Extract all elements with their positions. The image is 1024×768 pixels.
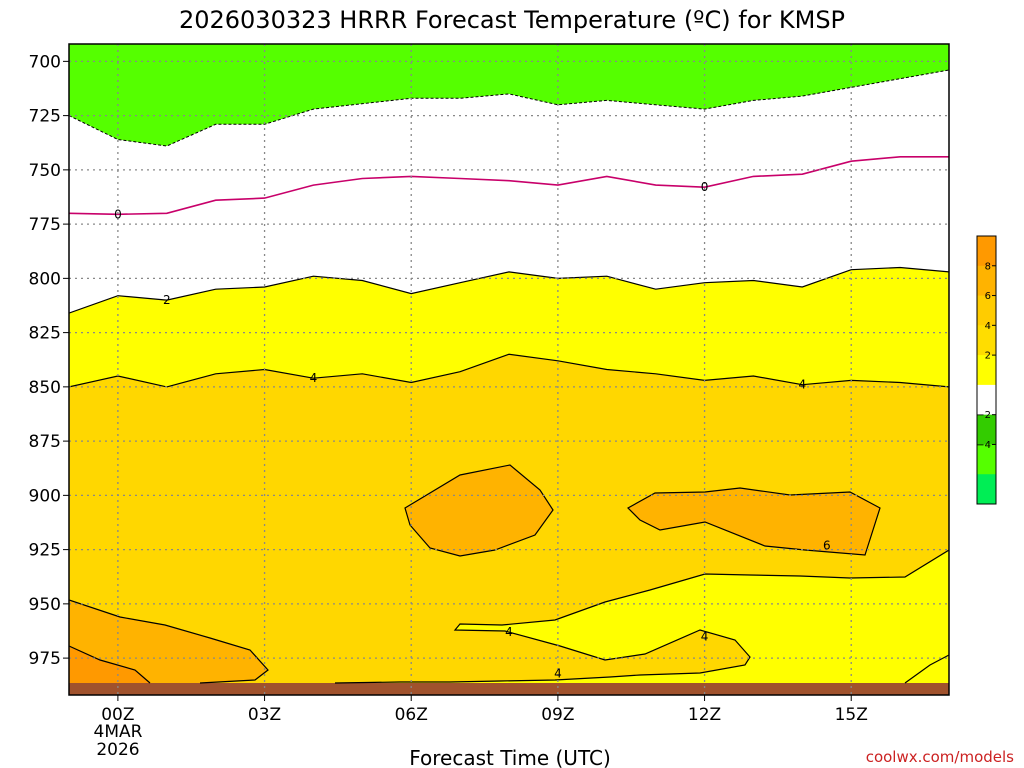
contour-label-7: 4 (701, 629, 709, 643)
contour-line-6-cell-b (627, 487, 881, 556)
y-tick-label-4: 800 (29, 269, 61, 289)
colorbar-label-3: 2 (985, 351, 991, 362)
y-tick-label-2: 750 (29, 161, 61, 181)
contour-line-4-right-edge (904, 654, 949, 684)
x-tick-label-3: 09Z (541, 705, 574, 725)
colorbar: 8 6 4 2 −2 −4 (976, 235, 997, 505)
contour-line-8 (69, 645, 151, 684)
colorbar-label-4: −2 (976, 410, 991, 421)
colorbar-label-5: −4 (976, 440, 991, 451)
contour-label-5: 6 (823, 538, 831, 552)
colorbar-swatch-5 (977, 384, 996, 416)
x-axis-date-day: 4MAR (94, 722, 143, 742)
colorbar-swatch-4 (977, 355, 996, 386)
y-tick-label-6: 850 (29, 378, 61, 398)
band-2-to-4-lower (335, 550, 949, 683)
colorbar-swatch-0 (977, 236, 996, 267)
colorbar-label-0: 8 (985, 261, 991, 272)
contour-fills (69, 44, 949, 695)
site-credit: coolwx.com/models (866, 748, 1014, 766)
contour-line-2 (69, 266, 949, 314)
x-tick-label-0: 00Z (101, 705, 134, 725)
band-2-to-4 (69, 267, 949, 387)
colorbar-swatch-1 (977, 265, 996, 297)
y-tick-label-10: 950 (29, 595, 61, 615)
contour-line-minus-2 (69, 69, 949, 147)
y-axis: 700 725 750 775 800 825 850 875 900 925 950 975 (29, 52, 69, 669)
y-tick-label-8: 900 (29, 486, 61, 506)
contour-line-4-lower (334, 549, 949, 684)
band-6-to-8-lower-left (69, 600, 268, 683)
plot-frame (68, 43, 950, 696)
chart-title: 2026030323 HRRR Forecast Temperature (ºC… (179, 6, 845, 34)
y-tick-label-9: 925 (29, 541, 61, 561)
contour-label-3: 4 (310, 371, 318, 385)
band-6-to-8-cell-b (628, 488, 880, 555)
x-axis-date-year: 2026 (96, 740, 139, 760)
x-tick-label-5: 15Z (835, 705, 868, 725)
contour-label-0: 0 (114, 207, 122, 221)
contour-line-4 (69, 353, 949, 388)
contour-labels: 0 0 2 4 4 6 4 4 4 (114, 180, 831, 680)
x-axis-label: Forecast Time (UTC) (409, 746, 611, 768)
x-axis: 00Z 03Z 06Z 09Z 12Z 15Z (101, 695, 868, 725)
y-tick-label-5: 825 (29, 324, 61, 344)
contour-label-6: 4 (505, 625, 513, 639)
colorbar-swatch-8 (977, 474, 996, 505)
contour-line-6-cell-a (404, 464, 554, 557)
band-minus-2 (69, 44, 949, 146)
colorbar-swatch-7 (977, 444, 996, 475)
contour-lines (69, 69, 949, 684)
band-6-to-8-cell-a (405, 465, 553, 556)
y-tick-label-3: 775 (29, 215, 61, 235)
colorbar-label-2: 4 (985, 321, 991, 332)
x-tick-label-4: 12Z (688, 705, 721, 725)
surface-ground (69, 683, 949, 695)
y-tick-label-11: 975 (29, 649, 61, 669)
y-tick-label-0: 700 (29, 52, 61, 72)
contour-label-1: 0 (701, 180, 709, 194)
colorbar-swatch-2 (977, 295, 996, 326)
colorbar-frame (976, 235, 997, 505)
grid-lines (69, 44, 949, 695)
contour-label-4: 4 (799, 378, 807, 392)
x-tick-label-2: 06Z (395, 705, 428, 725)
x-tick-label-1: 03Z (248, 705, 281, 725)
y-tick-label-7: 875 (29, 432, 61, 452)
y-tick-label-1: 725 (29, 107, 61, 127)
colorbar-label-1: 6 (985, 291, 991, 302)
colorbar-swatch-6 (977, 414, 996, 445)
contour-label-8: 4 (554, 666, 562, 680)
contour-label-2: 2 (163, 293, 171, 307)
contour-line-0 (69, 156, 949, 216)
contour-line-6-lower-left (69, 599, 269, 684)
colorbar-swatch-3 (977, 325, 996, 356)
